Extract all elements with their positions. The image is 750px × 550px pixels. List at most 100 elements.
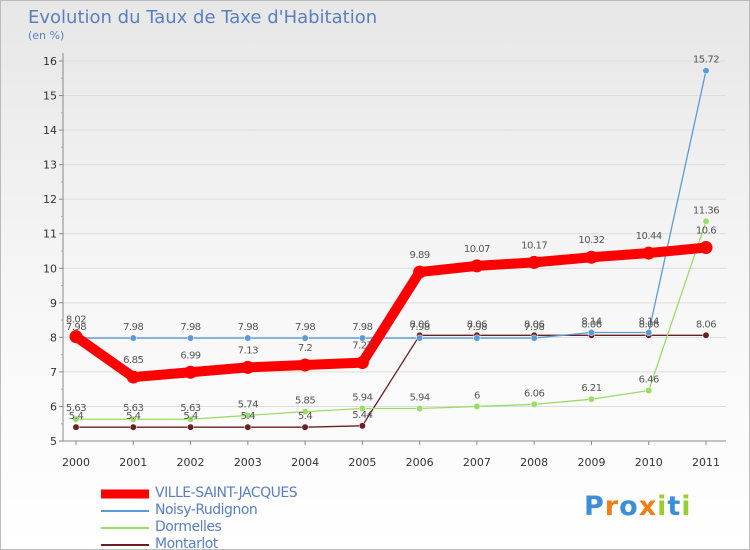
point-noisy-rudignon-2007 (473, 334, 481, 342)
data-label-montarlot-2005: 5.44 (352, 410, 372, 421)
legend-label-ville-saint-jacques: VILLE-SAINT-JACQUES (155, 485, 298, 501)
data-label-noisy-rudignon-2001: 7.98 (123, 322, 143, 333)
data-label-noisy-rudignon-2011: 15.72 (693, 55, 719, 66)
y-tick-label-12: 12 (43, 193, 57, 206)
point-noisy-rudignon-2002 (187, 334, 194, 342)
data-label-montarlot-2007: 8.06 (467, 319, 487, 330)
legend-item-montarlot: Montarlot (101, 536, 401, 550)
point-dormelles-2000 (72, 415, 80, 423)
data-label-dormelles-2009: 6.21 (581, 383, 601, 394)
data-label-dormelles-2001: 5.63 (123, 403, 143, 414)
y-tick-label-7: 7 (50, 366, 57, 379)
data-label-ville-saint-jacques-2000: 8.02 (66, 315, 86, 326)
point-ville-saint-jacques-2001 (126, 370, 140, 384)
point-dormelles-2010 (645, 387, 653, 395)
point-ville-saint-jacques-2005 (355, 356, 369, 370)
point-montarlot-2002 (187, 423, 194, 431)
point-dormelles-2001 (129, 415, 137, 423)
point-ville-saint-jacques-2011 (699, 241, 713, 255)
x-tick-label-2001: 2001 (119, 456, 147, 469)
y-tick-label-6: 6 (50, 400, 57, 413)
point-dormelles-2006 (416, 405, 424, 412)
point-ville-saint-jacques-2008 (527, 255, 541, 269)
point-montarlot-2004 (301, 423, 309, 431)
point-ville-saint-jacques-2000 (69, 330, 83, 344)
point-noisy-rudignon-2010 (645, 329, 653, 336)
data-label-dormelles-2005: 5.94 (352, 393, 372, 404)
data-label-ville-saint-jacques-2004: 7.2 (298, 343, 313, 354)
logo-letter-2: o (619, 491, 639, 522)
series-line-montarlot (75, 334, 707, 428)
data-label-dormelles-2011: 11.36 (693, 205, 719, 216)
point-ville-saint-jacques-2006 (413, 265, 427, 279)
data-label-noisy-rudignon-2000: 7.98 (66, 322, 86, 333)
data-label-montarlot-2000: 5.4 (69, 411, 84, 422)
point-montarlot-2001 (129, 423, 137, 431)
logo-letter-4: i (657, 491, 668, 522)
data-label-noisy-rudignon-2006: 7.98 (410, 322, 430, 333)
legend-label-noisy-rudignon: Noisy-Rudignon (155, 502, 258, 518)
data-label-ville-saint-jacques-2009: 10.32 (578, 235, 604, 246)
point-noisy-rudignon-2001 (129, 334, 137, 342)
x-tick-label-2011: 2011 (692, 456, 720, 469)
data-label-ville-saint-jacques-2010: 10.44 (636, 231, 662, 242)
legend-item-dormelles: Dormelles (101, 519, 401, 536)
x-tick-label-2002: 2002 (177, 456, 205, 469)
point-ville-saint-jacques-2007 (470, 259, 484, 273)
point-noisy-rudignon-2011 (702, 67, 710, 75)
legend-swatch-dormelles (101, 526, 149, 529)
data-label-noisy-rudignon-2005: 7.98 (352, 322, 372, 333)
data-label-dormelles-2007: 6 (474, 390, 480, 401)
point-noisy-rudignon-2008 (530, 334, 538, 342)
y-tick-label-8: 8 (50, 331, 57, 344)
data-label-ville-saint-jacques-2011: 10.6 (696, 226, 716, 237)
x-tick-label-2003: 2003 (234, 456, 262, 469)
point-montarlot-2005 (358, 422, 366, 430)
point-dormelles-2008 (530, 400, 538, 408)
data-label-noisy-rudignon-2007: 7.98 (467, 322, 487, 333)
point-montarlot-2000 (72, 423, 80, 431)
point-montarlot-2011 (702, 331, 710, 339)
point-noisy-rudignon-2003 (244, 334, 252, 342)
logo-letter-5: t (667, 491, 682, 522)
chart-unit-label: (en %) (28, 29, 65, 42)
point-ville-saint-jacques-2003 (241, 360, 255, 374)
point-noisy-rudignon-2009 (588, 329, 595, 336)
logo-letter-1: r (604, 491, 620, 522)
x-tick-label-2010: 2010 (635, 456, 663, 469)
x-tick-label-2008: 2008 (520, 456, 548, 469)
point-noisy-rudignon-2005 (358, 334, 366, 342)
point-ville-saint-jacques-2010 (642, 246, 656, 260)
legend-item-ville-saint-jacques: VILLE-SAINT-JACQUES (101, 485, 401, 502)
data-label-ville-saint-jacques-2002: 6.99 (180, 350, 200, 361)
legend-swatch-montarlot (101, 543, 149, 546)
data-label-noisy-rudignon-2008: 7.98 (524, 322, 544, 333)
y-tick-label-9: 9 (50, 297, 57, 310)
chart-legend: VILLE-SAINT-JACQUES Noisy-Rudignon Dormell… (101, 485, 401, 550)
proxiti-logo: Proxiti (584, 491, 692, 522)
chart-axes: 5 6 7 8 9 10 11 12 13 14 15 16 2000 2001 2002 2003 2004 2… (43, 53, 726, 469)
data-label-montarlot-2003: 5.4 (241, 411, 256, 422)
data-labels-layer: 5.4 5.4 5.4 5.4 5.4 5.448.06 8.06 8.06 8.06 8.06 8… (66, 55, 720, 423)
data-label-noisy-rudignon-2003: 7.98 (238, 322, 258, 333)
y-tick-label-5: 5 (50, 435, 57, 448)
point-dormelles-2007 (473, 403, 481, 410)
data-label-dormelles-2010: 6.46 (639, 375, 659, 386)
x-tick-label-2006: 2006 (406, 456, 434, 469)
point-dormelles-2011 (702, 217, 710, 225)
data-label-montarlot-2008: 8.06 (524, 319, 544, 330)
legend-label-dormelles: Dormelles (155, 519, 222, 535)
series-layer (69, 67, 713, 431)
data-label-ville-saint-jacques-2001: 6.85 (123, 355, 143, 366)
x-tick-label-2007: 2007 (463, 456, 491, 469)
data-label-dormelles-2002: 5.63 (180, 403, 200, 414)
legend-label-montarlot: Montarlot (155, 536, 218, 550)
point-dormelles-2005 (358, 405, 366, 412)
point-ville-saint-jacques-2009 (584, 250, 598, 264)
series-line-noisy-rudignon (75, 70, 707, 339)
data-label-dormelles-2008: 6.06 (524, 388, 544, 399)
data-label-ville-saint-jacques-2007: 10.07 (464, 244, 490, 255)
data-label-ville-saint-jacques-2005: 7.27 (352, 341, 372, 352)
